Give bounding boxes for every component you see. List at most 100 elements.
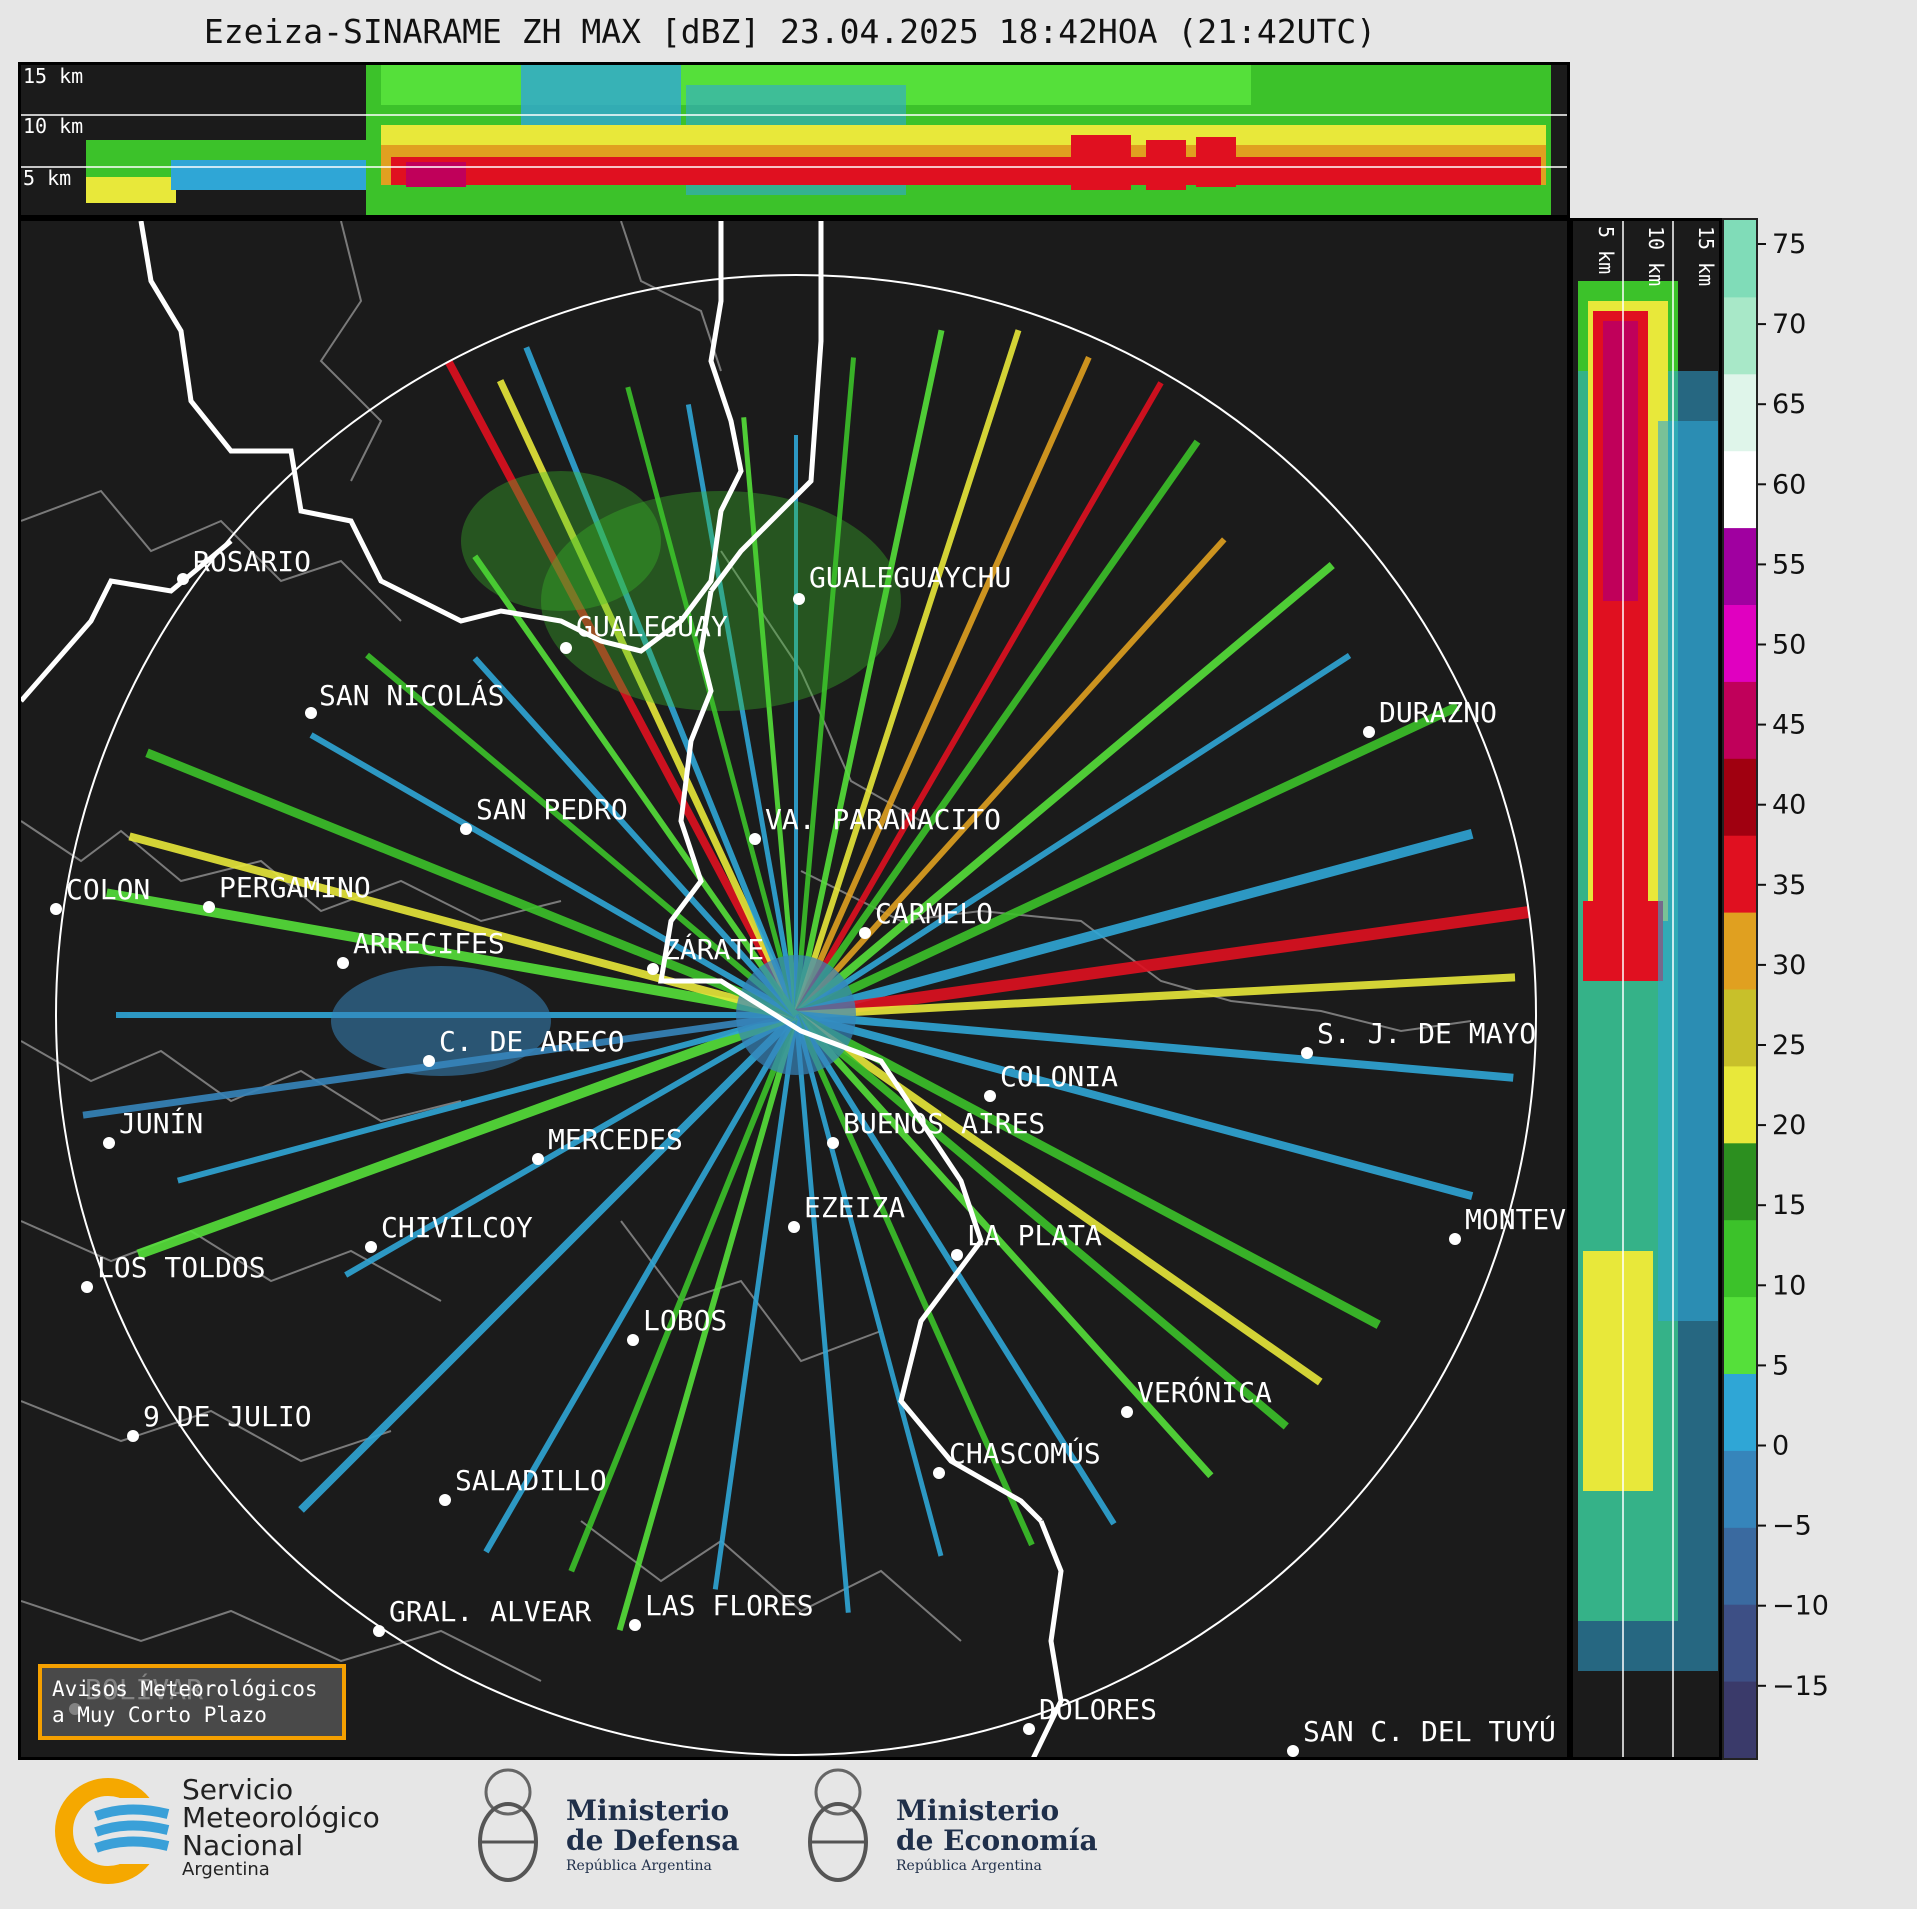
colorbar-segment: [1724, 681, 1756, 759]
colorbar-segment: [1724, 450, 1756, 529]
city-label: MERCEDES: [548, 1123, 683, 1156]
colorbar-graphic: [1724, 220, 1756, 1758]
radar-ray: [685, 403, 799, 1016]
colorbar-tick-label: 25: [1772, 1030, 1806, 1061]
colorbar-segment: [1724, 220, 1756, 298]
colorbar-segment: [1724, 1681, 1756, 1758]
colorbar-tick-label: 75: [1772, 229, 1806, 260]
smn-logo-text: Servicio Meteorológico Nacional Argentin…: [182, 1776, 380, 1880]
colorbar-segment: [1724, 1450, 1756, 1528]
defensa-shield-icon: [478, 1768, 538, 1882]
economia-line2: de Economía: [896, 1824, 1098, 1857]
radar-ray: [793, 1012, 1214, 1479]
radar-ray: [496, 379, 800, 1017]
top-label-10km: 10 km: [23, 114, 83, 138]
radar-ray: [793, 381, 1164, 1017]
radar-ray: [793, 1011, 1289, 1430]
top-cross-section-graphic: 15 km 10 km 5 km: [21, 65, 1567, 215]
city-marker: [373, 1625, 385, 1637]
city-label: ROSARIO: [193, 545, 311, 578]
city-label: DURAZNO: [1379, 696, 1497, 729]
radar-ray: [309, 732, 798, 1018]
top-cross-section: 15 km 10 km 5 km: [18, 62, 1570, 218]
city-marker: [337, 957, 349, 969]
defensa-logo-text: Ministerio de Defensa República Argentin…: [566, 1796, 739, 1876]
city-marker: [1023, 1723, 1035, 1735]
city-label: BUENOS AIRES: [843, 1107, 1045, 1140]
radar-ray: [795, 1011, 1514, 1082]
top-label-15km: 15 km: [23, 65, 83, 88]
city-marker: [177, 573, 189, 585]
colorbar-tick-label: 10: [1772, 1270, 1806, 1301]
colorbar-segment: [1724, 1065, 1756, 1144]
colorbar-segment: [1724, 912, 1756, 990]
defensa-line3: República Argentina: [566, 1858, 712, 1874]
city-label: 9 DE JULIO: [143, 1400, 312, 1433]
economia-line3: República Argentina: [896, 1858, 1042, 1874]
radar-ray: [793, 329, 1022, 1016]
defensa-line2: de Defensa: [566, 1824, 740, 1857]
colorbar-segment: [1724, 527, 1756, 605]
radar-ray: [793, 1011, 1381, 1329]
city-label: ARRECIFES: [353, 927, 505, 960]
city-label: MONTEV: [1465, 1203, 1566, 1236]
smn-line3: Nacional: [182, 1829, 304, 1862]
chart-title: Ezeiza-SINARAME ZH MAX [dBZ] 23.04.2025 …: [203, 12, 1377, 51]
city-marker: [50, 903, 62, 915]
colorbar-tick-label: 60: [1772, 469, 1806, 500]
side-cross-section: 5 km 10 km 15 km: [1570, 218, 1722, 1760]
colorbar-tick-label: 50: [1772, 630, 1806, 661]
city-marker: [1363, 726, 1375, 738]
range-ring: [55, 274, 1537, 1756]
city-label: S. J. DE MAYO: [1317, 1017, 1536, 1050]
city-marker: [560, 642, 572, 654]
radar-ray: [795, 906, 1530, 1021]
colorbar-tick-label: 55: [1772, 549, 1806, 580]
city-marker: [203, 901, 215, 913]
colorbar-tick-label: 20: [1772, 1110, 1806, 1141]
radar-ray: [793, 561, 1335, 1019]
colorbar-tick-label: 0: [1772, 1431, 1789, 1462]
colorbar-segment: [1724, 1219, 1756, 1298]
city-label: SAN PEDRO: [476, 793, 628, 826]
city-labels: ROSARIO GUALEGUAYCHU GUALEGUAY SAN NICOLÁS D…: [50, 545, 1566, 1757]
radar-ray: [793, 439, 1201, 1018]
city-label: GUALEGUAY: [576, 610, 728, 643]
radar-ray: [105, 888, 797, 1020]
city-label: COLONIA: [1000, 1060, 1118, 1093]
city-label: SALADILLO: [455, 1464, 607, 1497]
radar-ray: [483, 1013, 799, 1554]
colorbar-tick-label: −15: [1772, 1671, 1829, 1702]
city-label: CHASCOMÚS: [949, 1436, 1101, 1470]
colorbar: [1722, 218, 1758, 1760]
colorbar-segment: [1724, 1604, 1756, 1682]
city-label: DOLORES: [1039, 1693, 1157, 1726]
aviso-box: Avisos Meteorológicos a Muy Corto Plazo: [38, 1664, 346, 1740]
smn-logo-icon: [55, 1778, 178, 1884]
colorbar-segment: [1724, 1373, 1756, 1451]
colorbar-tick-label: 15: [1772, 1190, 1806, 1221]
radar-map: ROSARIO GUALEGUAYCHU GUALEGUAY SAN NICOLÁS D…: [18, 218, 1570, 1760]
city-marker: [439, 1494, 451, 1506]
city-label: GUALEGUAYCHU: [809, 561, 1011, 594]
economia-logo-text: Ministerio de Economía República Argenti…: [896, 1796, 1098, 1876]
aviso-line2: a Muy Corto Plazo: [52, 1703, 267, 1727]
city-label: LOS TOLDOS: [97, 1251, 266, 1284]
city-label: VA. PARANACITO: [765, 803, 1001, 836]
city-marker: [423, 1055, 435, 1067]
side-label-15km: 15 km: [1694, 226, 1718, 286]
radar-ray: [795, 973, 1516, 1019]
colorbar-segment: [1724, 989, 1756, 1067]
city-marker: [1121, 1406, 1133, 1418]
city-marker: [1301, 1047, 1313, 1059]
city-marker: [532, 1153, 544, 1165]
colorbar-tick-label: 35: [1772, 870, 1806, 901]
city-marker: [103, 1137, 115, 1149]
city-marker: [305, 707, 317, 719]
city-marker: [1449, 1233, 1461, 1245]
city-marker: [788, 1221, 800, 1233]
radar-ray: [712, 1014, 799, 1590]
colorbar-segment: [1724, 758, 1756, 836]
city-marker: [629, 1619, 641, 1631]
radar-ray: [793, 1014, 944, 1557]
